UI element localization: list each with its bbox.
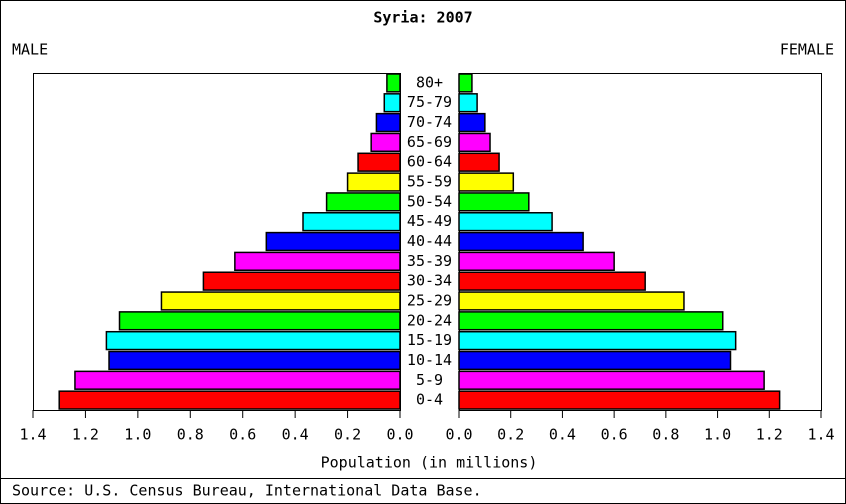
bar bbox=[357, 152, 401, 172]
age-label: 40-44 bbox=[407, 232, 452, 250]
x-tick-label: 1.2 bbox=[756, 426, 783, 444]
age-label: 60-64 bbox=[407, 153, 452, 171]
legend-male: MALE bbox=[12, 41, 48, 59]
x-tick-label: 0.0 bbox=[386, 426, 413, 444]
age-label: 55-59 bbox=[407, 173, 452, 191]
bar bbox=[302, 212, 401, 232]
bar bbox=[383, 93, 401, 113]
age-label: 35-39 bbox=[407, 252, 452, 270]
x-tick-label: 0.4 bbox=[282, 426, 309, 444]
bar bbox=[58, 390, 401, 410]
bar bbox=[458, 112, 486, 133]
bar bbox=[458, 251, 615, 271]
x-tick-label: 0.6 bbox=[229, 426, 256, 444]
x-axis-label: Population (in millions) bbox=[321, 454, 538, 472]
bar bbox=[325, 192, 401, 212]
bar bbox=[458, 370, 765, 390]
x-tick-label: 1.2 bbox=[72, 426, 99, 444]
bar bbox=[74, 370, 401, 390]
bar bbox=[458, 311, 724, 331]
x-tick-label: 1.0 bbox=[124, 426, 151, 444]
age-label: 50-54 bbox=[407, 192, 452, 210]
bar bbox=[458, 291, 685, 311]
chart-title: Syria: 2007 bbox=[373, 9, 472, 27]
age-label: 0-4 bbox=[416, 391, 443, 409]
age-label: 25-29 bbox=[407, 291, 452, 309]
bar bbox=[458, 172, 515, 192]
age-label: 5-9 bbox=[416, 371, 443, 389]
bar bbox=[458, 152, 500, 172]
bar bbox=[458, 73, 473, 93]
x-tick-label: 1.4 bbox=[807, 426, 834, 444]
bar bbox=[458, 330, 737, 351]
legend-female: FEMALE bbox=[780, 41, 834, 59]
age-label: 30-34 bbox=[407, 272, 452, 290]
age-label: 15-19 bbox=[407, 331, 452, 349]
age-label: 45-49 bbox=[407, 212, 452, 230]
bar bbox=[234, 251, 401, 271]
bar bbox=[458, 192, 530, 212]
bar bbox=[386, 73, 401, 93]
bar bbox=[458, 390, 781, 410]
age-label: 75-79 bbox=[407, 93, 452, 111]
x-tick-label: 1.4 bbox=[19, 426, 46, 444]
bar bbox=[458, 93, 478, 113]
x-tick-label: 0.6 bbox=[601, 426, 628, 444]
bar bbox=[458, 271, 646, 291]
age-label: 20-24 bbox=[407, 311, 452, 329]
bar bbox=[265, 231, 401, 252]
age-label: 80+ bbox=[416, 73, 443, 91]
bar bbox=[105, 330, 401, 351]
bar bbox=[118, 311, 401, 331]
source: Source: U.S. Census Bureau, Internationa… bbox=[12, 482, 482, 500]
age-label: 70-74 bbox=[407, 113, 452, 131]
bar bbox=[458, 212, 553, 232]
x-tick-label: 1.0 bbox=[704, 426, 731, 444]
x-tick-label: 0.4 bbox=[549, 426, 576, 444]
bar bbox=[370, 132, 401, 153]
bar bbox=[458, 231, 584, 252]
bar bbox=[202, 271, 401, 291]
bar bbox=[160, 291, 401, 311]
x-tick-label: 0.2 bbox=[497, 426, 524, 444]
x-tick-label: 0.2 bbox=[334, 426, 361, 444]
age-label: 10-14 bbox=[407, 351, 452, 369]
bar bbox=[346, 172, 401, 192]
x-tick-label: 0.8 bbox=[652, 426, 679, 444]
bar bbox=[108, 350, 401, 371]
bar bbox=[458, 350, 732, 371]
age-label: 65-69 bbox=[407, 133, 452, 151]
bar bbox=[375, 112, 401, 133]
x-tick-label: 0.8 bbox=[177, 426, 204, 444]
x-tick-label: 0.0 bbox=[445, 426, 472, 444]
bar bbox=[458, 132, 491, 153]
